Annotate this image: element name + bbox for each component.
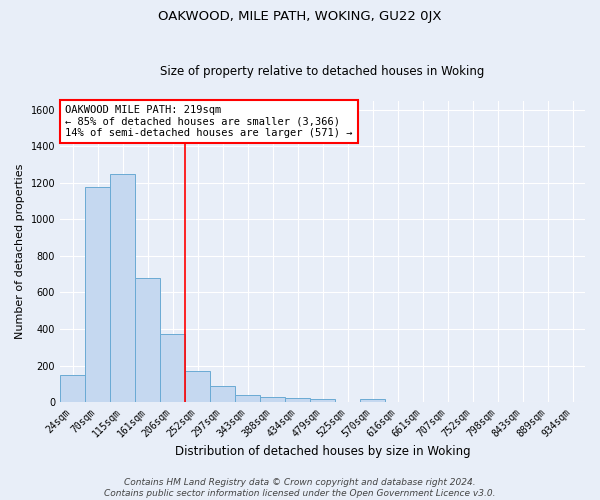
Bar — [285, 398, 310, 402]
Bar — [210, 386, 235, 402]
Bar — [85, 188, 110, 402]
X-axis label: Distribution of detached houses by size in Woking: Distribution of detached houses by size … — [175, 444, 470, 458]
Bar — [360, 400, 385, 402]
Bar — [260, 397, 285, 402]
Bar — [135, 278, 160, 402]
Title: Size of property relative to detached houses in Woking: Size of property relative to detached ho… — [160, 66, 485, 78]
Text: OAKWOOD, MILE PATH, WOKING, GU22 0JX: OAKWOOD, MILE PATH, WOKING, GU22 0JX — [158, 10, 442, 23]
Text: Contains HM Land Registry data © Crown copyright and database right 2024.
Contai: Contains HM Land Registry data © Crown c… — [104, 478, 496, 498]
Bar — [110, 174, 135, 402]
Bar — [60, 374, 85, 402]
Y-axis label: Number of detached properties: Number of detached properties — [15, 164, 25, 339]
Bar — [310, 400, 335, 402]
Text: OAKWOOD MILE PATH: 219sqm
← 85% of detached houses are smaller (3,366)
14% of se: OAKWOOD MILE PATH: 219sqm ← 85% of detac… — [65, 105, 353, 138]
Bar — [185, 371, 210, 402]
Bar — [160, 334, 185, 402]
Bar — [235, 395, 260, 402]
